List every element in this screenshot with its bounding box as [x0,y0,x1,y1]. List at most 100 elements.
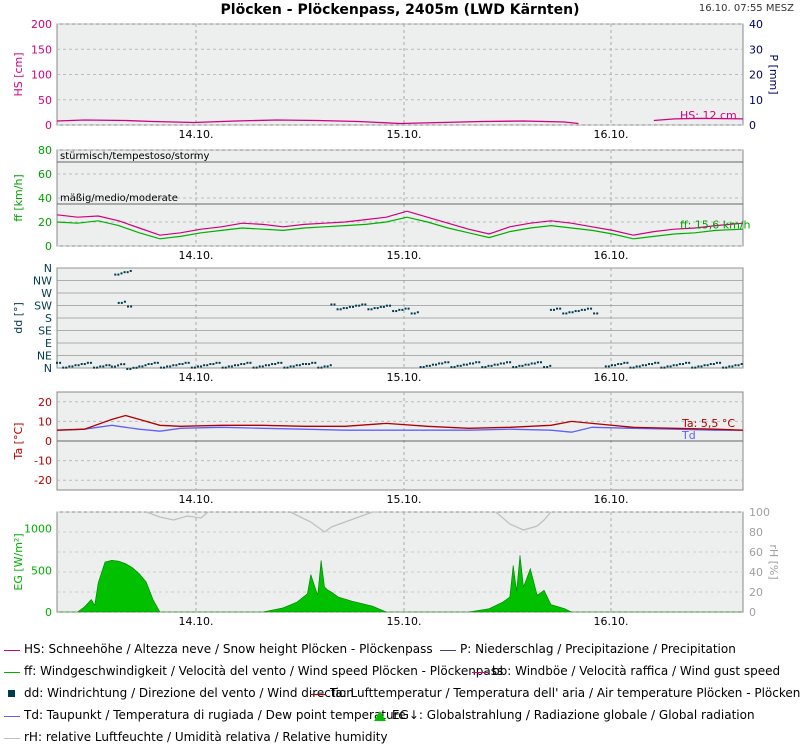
direction-point [688,361,691,364]
x-tick-label: 15.10. [387,249,422,262]
direction-point [703,364,706,367]
y-tick-label-left: 200 [31,18,52,31]
direction-point [117,301,120,304]
direction-point [610,364,613,367]
direction-point [453,366,456,369]
direction-point [326,365,329,368]
direction-point [292,365,295,368]
direction-point [533,362,536,365]
direction-point [484,366,487,369]
direction-point [342,307,345,310]
direction-point [96,366,99,369]
line-swatch-icon [4,667,20,677]
direction-point [722,366,725,369]
direction-point [524,363,527,366]
direction-point [209,363,212,366]
direction-point [530,362,533,365]
direction-point [159,366,162,369]
direction-point [89,361,92,364]
direction-point [320,366,323,369]
direction-point [255,366,258,369]
direction-point [413,312,416,315]
direction-point [546,366,549,369]
direction-point [132,366,135,369]
series-line-rH [145,511,552,533]
direction-point [481,366,484,369]
direction-point [355,304,358,307]
y-axis-label: dd [°] [12,302,25,334]
direction-point [493,363,496,366]
direction-point [459,364,462,367]
direction-point [577,310,580,313]
y-tick-label-left: 50 [38,94,52,107]
direction-point [113,365,116,368]
direction-point [556,307,559,310]
direction-point [249,361,252,364]
direction-point [295,364,298,367]
direction-point [496,363,499,366]
direction-point [435,363,438,366]
direction-point [672,364,675,367]
panel-wind: 14.10. 15.10. 16.10. 0 20 40 60 80 stürmisch/tem… [12,144,751,262]
triangle-swatch-icon [372,710,388,721]
y-tick-label: 20 [38,216,52,229]
y-tick-label-left: 1000 [24,523,52,536]
x-tick-label: 16.10. [594,249,629,262]
direction-point [506,361,509,364]
x-tick-label: 14.10. [179,371,214,384]
direction-point [490,364,493,367]
y-tick-label-right: 20 [749,586,763,599]
direction-point [215,361,218,364]
y-tick-label: N [44,362,52,375]
line-swatch-icon [472,667,488,677]
direction-point [590,307,593,310]
direction-point [348,305,351,308]
direction-point [237,364,240,367]
direction-point [478,361,481,364]
value-annotation: HS: 12 cm [680,109,737,122]
direction-point [472,362,475,365]
y-tick-label: SW [34,300,52,313]
direction-point [153,361,156,364]
direction-point [475,361,478,364]
legend-item-bb: bb: Windböe / Velocità raffica / Wind gu… [472,664,780,680]
plot-area [56,511,744,613]
direction-point [333,303,336,306]
direction-point [607,365,610,368]
series-line-HS [56,117,744,125]
direction-point [172,364,175,367]
x-tick-label: 15.10. [387,615,422,628]
direction-point [93,366,96,369]
line-swatch-icon [4,711,20,721]
direction-point [737,364,740,367]
direction-point [102,365,105,368]
y-tick-label: 10 [38,415,52,428]
series-line-bb [56,210,744,236]
direction-point [666,365,669,368]
direction-point [314,361,317,364]
x-tick-label: 16.10. [594,128,629,141]
direction-point [654,361,657,364]
direction-point [462,363,465,366]
direction-point [568,311,571,314]
direction-point [83,363,86,366]
direction-point [641,364,644,367]
direction-point [487,364,490,367]
direction-point [166,365,169,368]
line-swatch-icon [4,733,20,743]
direction-point [367,308,370,311]
direction-point [127,305,130,308]
x-tick-label: 16.10. [594,615,629,628]
direction-point [731,365,734,368]
direction-point [444,361,447,364]
direction-point [700,365,703,368]
direction-point [685,361,688,364]
direction-point [450,366,453,369]
y-tick-label-left: 0 [45,119,52,132]
direction-point [395,310,398,313]
direction-point [562,312,565,315]
direction-point [117,273,120,276]
x-tick-label: 14.10. [179,249,214,262]
direction-point [99,365,102,368]
line-swatch-icon [4,645,20,655]
